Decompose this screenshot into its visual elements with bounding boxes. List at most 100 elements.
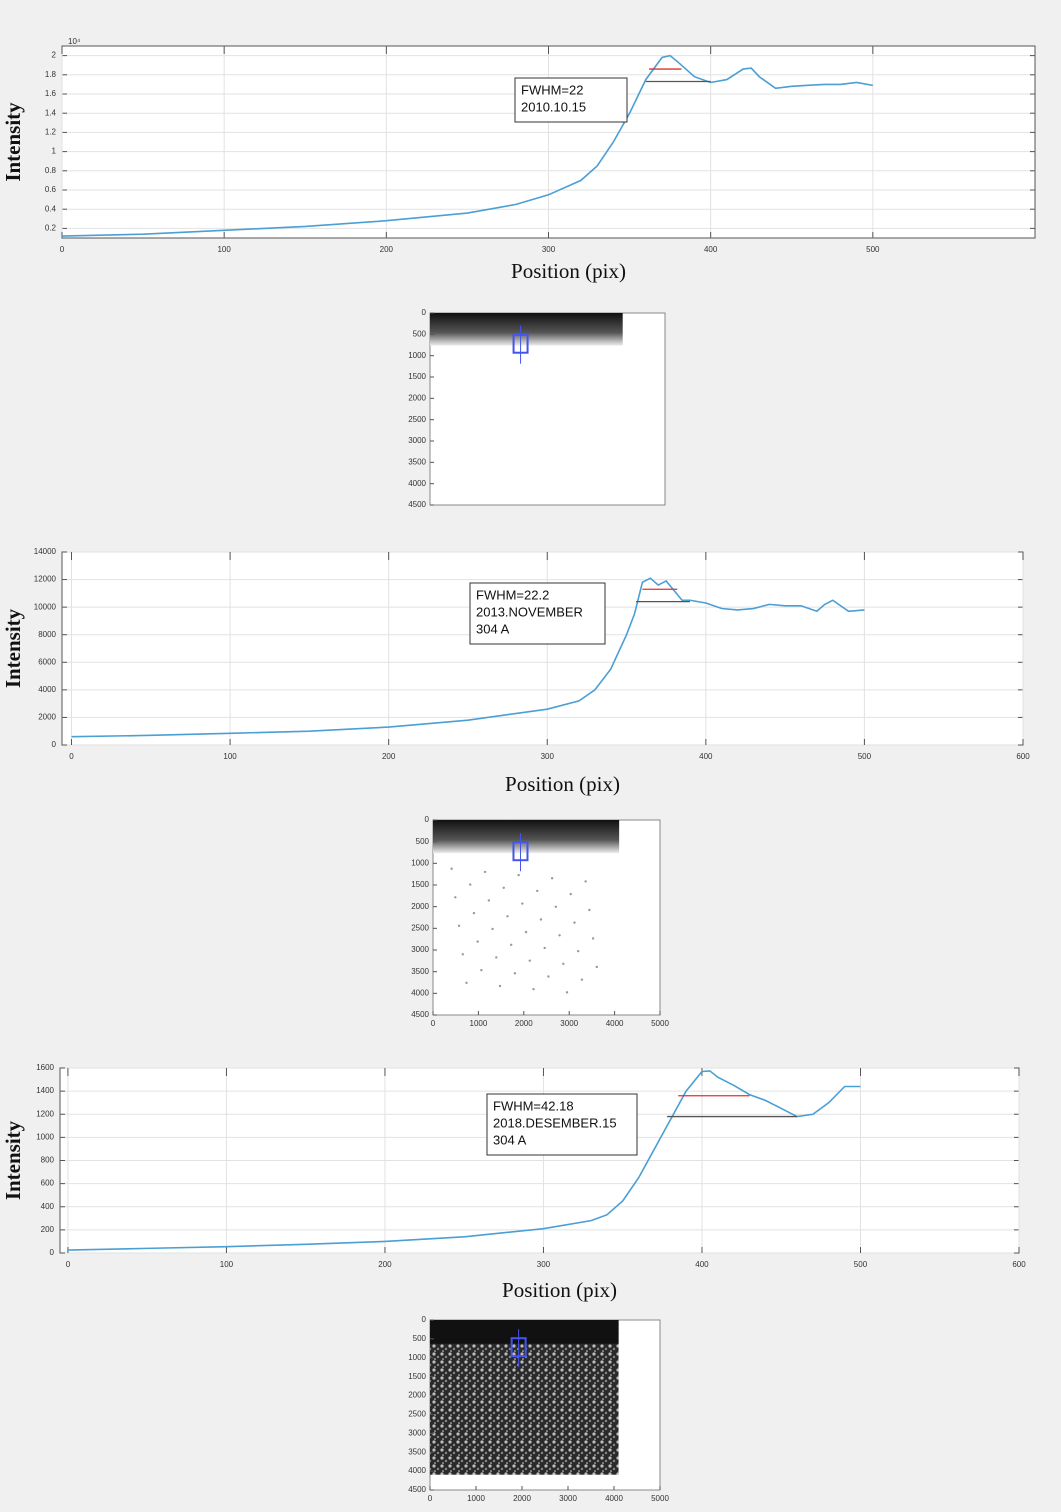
image-speck	[562, 963, 564, 965]
x-axis-label: Position (pix)	[511, 259, 626, 283]
y-tick-label: 3000	[408, 1428, 426, 1437]
image-speck	[540, 918, 542, 920]
image-speck	[473, 912, 475, 914]
image-speck	[588, 909, 590, 911]
page: 0.20.40.60.811.21.41.61.8201002003004005…	[0, 0, 1061, 1512]
image-speck	[517, 874, 519, 876]
image	[430, 313, 623, 346]
x-tick-label: 500	[854, 1260, 868, 1269]
image-speck	[521, 902, 523, 904]
y-tick-label: 400	[41, 1202, 55, 1211]
y-tick-label: 4500	[408, 500, 426, 509]
y-tick-label: 3500	[408, 457, 426, 466]
x-axis-label: Position (pix)	[505, 772, 620, 796]
y-tick-label: 2000	[408, 393, 426, 402]
x-tick-label: 5000	[651, 1494, 669, 1503]
image-speck	[495, 956, 497, 958]
x-tick-label: 300	[542, 245, 556, 254]
image-speck	[547, 975, 549, 977]
annotation-text: 304 A	[493, 1132, 527, 1147]
y-axis-label: Intensity	[1, 1120, 25, 1200]
x-tick-label: 400	[699, 752, 713, 761]
y-tick-label: 4000	[38, 685, 56, 694]
image-speck	[581, 978, 583, 980]
x-tick-label: 200	[382, 752, 396, 761]
image-top	[430, 1320, 619, 1344]
annotation-text: 2013.NOVEMBER	[476, 604, 583, 619]
image-speck	[484, 871, 486, 873]
image-speck	[558, 934, 560, 936]
image-speck	[503, 887, 505, 889]
y-tick-label: 1	[52, 147, 57, 156]
image-speck	[462, 953, 464, 955]
image-speck	[584, 880, 586, 882]
x-tick-label: 200	[378, 1260, 392, 1269]
image-speck	[551, 877, 553, 879]
y-tick-label: 1500	[411, 880, 429, 889]
y-exponent: 10⁴	[68, 37, 81, 46]
y-tick-label: 500	[416, 837, 430, 846]
y-tick-label: 500	[413, 1334, 427, 1343]
x-tick-label: 0	[428, 1494, 433, 1503]
y-axis-label: Intensity	[1, 102, 25, 182]
x-tick-label: 2000	[515, 1019, 533, 1028]
image-speck	[476, 940, 478, 942]
image-speck	[566, 991, 568, 993]
y-tick-label: 4000	[408, 479, 426, 488]
image-speck	[499, 985, 501, 987]
y-tick-label: 4500	[408, 1485, 426, 1494]
y-tick-label: 3000	[408, 436, 426, 445]
y-tick-label: 0.4	[45, 204, 57, 213]
y-tick-label: 2500	[411, 923, 429, 932]
x-tick-label: 0	[431, 1019, 436, 1028]
y-tick-label: 1200	[36, 1109, 54, 1118]
x-tick-label: 400	[695, 1260, 709, 1269]
x-tick-label: 100	[217, 245, 231, 254]
y-tick-label: 6000	[38, 657, 56, 666]
x-tick-label: 1000	[467, 1494, 485, 1503]
y-tick-label: 2	[52, 51, 57, 60]
image-speck	[450, 868, 452, 870]
x-tick-label: 200	[380, 245, 394, 254]
x-tick-label: 0	[60, 245, 65, 254]
annotation-text: FWHM=42.18	[493, 1098, 574, 1113]
y-tick-label: 1.2	[45, 128, 57, 137]
x-tick-label: 300	[537, 1260, 551, 1269]
x-tick-label: 3000	[560, 1019, 578, 1028]
x-tick-label: 0	[66, 1260, 71, 1269]
y-tick-label: 0	[52, 740, 57, 749]
image-speck	[543, 947, 545, 949]
y-tick-label: 12000	[34, 575, 57, 584]
y-tick-label: 2000	[411, 902, 429, 911]
annotation-text: FWHM=22.2	[476, 587, 549, 602]
x-tick-label: 0	[69, 752, 74, 761]
image-speck	[570, 893, 572, 895]
y-tick-label: 3500	[411, 967, 429, 976]
x-tick-label: 400	[704, 245, 718, 254]
annotation-text: FWHM=22	[521, 82, 583, 97]
y-tick-label: 1000	[408, 351, 426, 360]
image	[433, 820, 619, 853]
y-tick-label: 3000	[411, 945, 429, 954]
y-tick-label: 1500	[408, 1372, 426, 1381]
image-speck	[514, 972, 516, 974]
y-tick-label: 0.6	[45, 185, 57, 194]
annotation-text: 2018.DESEMBER.15	[493, 1115, 617, 1130]
x-tick-label: 3000	[559, 1494, 577, 1503]
image-speck	[573, 921, 575, 923]
image-speck	[532, 988, 534, 990]
y-tick-label: 1000	[411, 858, 429, 867]
y-tick-label: 500	[413, 329, 427, 338]
y-tick-label: 2500	[408, 415, 426, 424]
x-tick-label: 4000	[606, 1019, 624, 1028]
y-tick-label: 0	[422, 308, 427, 317]
y-tick-label: 0	[50, 1248, 55, 1257]
image-speck	[480, 969, 482, 971]
y-tick-label: 2000	[408, 1391, 426, 1400]
x-tick-label: 500	[866, 245, 880, 254]
y-tick-label: 14000	[34, 547, 57, 556]
y-tick-label: 8000	[38, 630, 56, 639]
y-tick-label: 1400	[36, 1086, 54, 1095]
y-axis-label: Intensity	[1, 608, 25, 688]
y-tick-label: 1.8	[45, 70, 57, 79]
